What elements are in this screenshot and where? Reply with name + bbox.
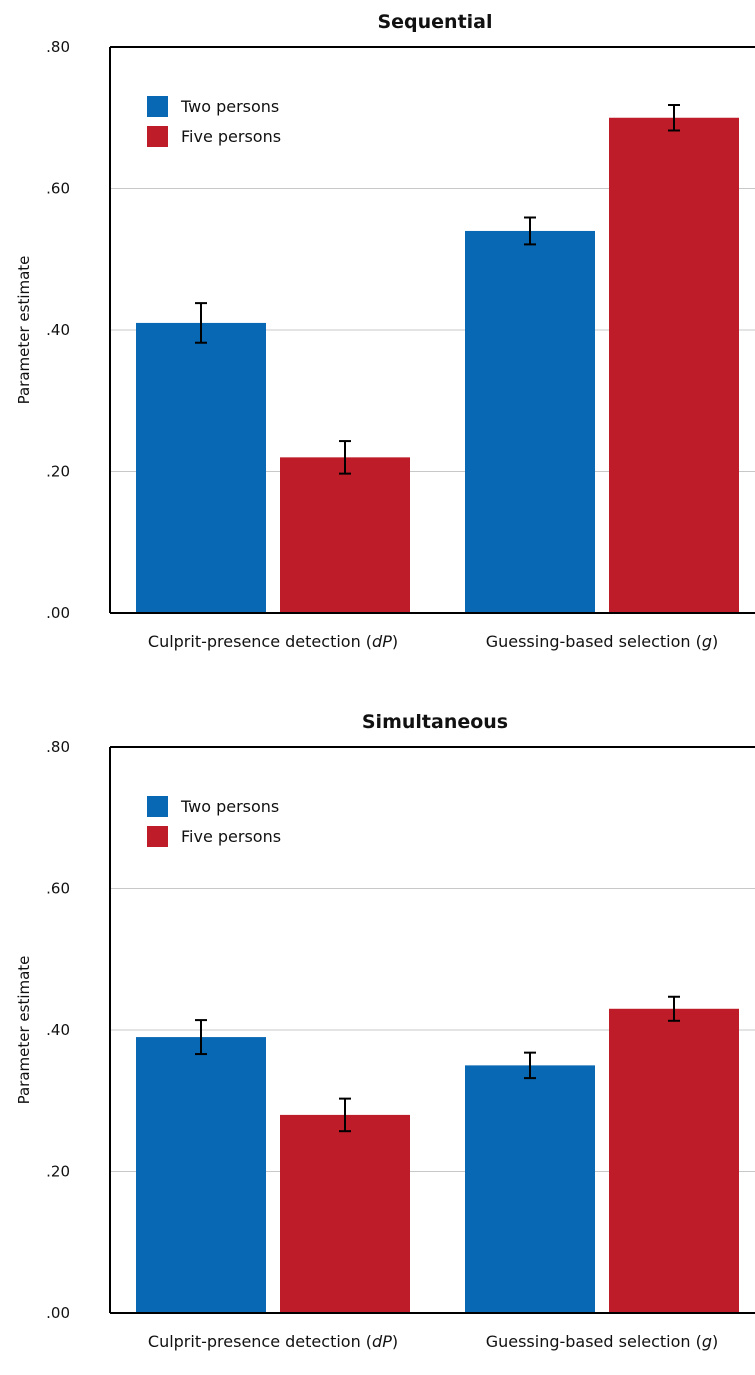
category-label-text: Culprit-presence detection ( — [148, 632, 372, 651]
y-tick-label: .80 — [46, 38, 70, 56]
category-label-text: ) — [392, 1332, 398, 1351]
bar-five — [280, 457, 410, 613]
bar-two — [136, 1037, 266, 1313]
legend-swatch — [147, 126, 168, 147]
y-tick-label: .00 — [46, 604, 70, 622]
category-label-text: Guessing-based selection ( — [486, 1332, 702, 1351]
legend-swatch — [147, 796, 168, 817]
legend-label: Five persons — [181, 827, 281, 846]
x-category-label: Guessing-based selection (g) — [486, 632, 719, 651]
legend-label: Two persons — [180, 97, 279, 116]
category-label-text: ) — [712, 1332, 718, 1351]
y-tick-label: .80 — [46, 738, 70, 756]
y-tick-label: .20 — [46, 1163, 70, 1181]
bar-two — [465, 230, 595, 613]
category-label-text: Guessing-based selection ( — [486, 632, 702, 651]
category-label-italic: g — [702, 1332, 712, 1351]
x-category-label: Culprit-presence detection (dP) — [148, 632, 398, 651]
bar-five — [609, 117, 739, 613]
category-label-italic: dP — [372, 1332, 392, 1351]
category-label-italic: g — [702, 632, 712, 651]
legend-swatch — [147, 826, 168, 847]
legend-label: Five persons — [181, 127, 281, 146]
chart-title: Simultaneous — [362, 711, 508, 733]
y-tick-label: .60 — [46, 180, 70, 198]
simultaneous-chart-svg: Simultaneous .00 .20 .40 .60 .80 Parameter est… — [15, 711, 755, 1351]
y-axis-label: Parameter estimate — [15, 256, 33, 405]
bar-two — [136, 322, 266, 613]
legend-swatch — [147, 96, 168, 117]
y-tick-label: .40 — [46, 321, 70, 339]
bar-five — [280, 1114, 410, 1313]
y-axis-label: Parameter estimate — [15, 956, 33, 1105]
category-label-text: ) — [712, 632, 718, 651]
bar-two — [465, 1065, 595, 1313]
sequential-chart-svg: Sequential .00 .20 .40 .60 .80 Parameter estim… — [15, 11, 755, 651]
y-tick-label: .60 — [46, 880, 70, 898]
bar-five — [609, 1008, 739, 1313]
x-category-label: Culprit-presence detection (dP) — [148, 1332, 398, 1351]
x-category-label: Guessing-based selection (g) — [486, 1332, 719, 1351]
category-label-text: ) — [392, 632, 398, 651]
y-tick-label: .20 — [46, 463, 70, 481]
category-label-text: Culprit-presence detection ( — [148, 1332, 372, 1351]
legend-label: Two persons — [180, 797, 279, 816]
y-tick-label: .40 — [46, 1021, 70, 1039]
sequential-chart: Sequential .00 .20 .40 .60 .80 Parameter estim… — [0, 0, 755, 670]
y-tick-label: .00 — [46, 1304, 70, 1322]
category-label-italic: dP — [372, 632, 392, 651]
simultaneous-chart: Simultaneous .00 .20 .40 .60 .80 Parameter est… — [0, 700, 755, 1370]
chart-title: Sequential — [377, 11, 492, 33]
